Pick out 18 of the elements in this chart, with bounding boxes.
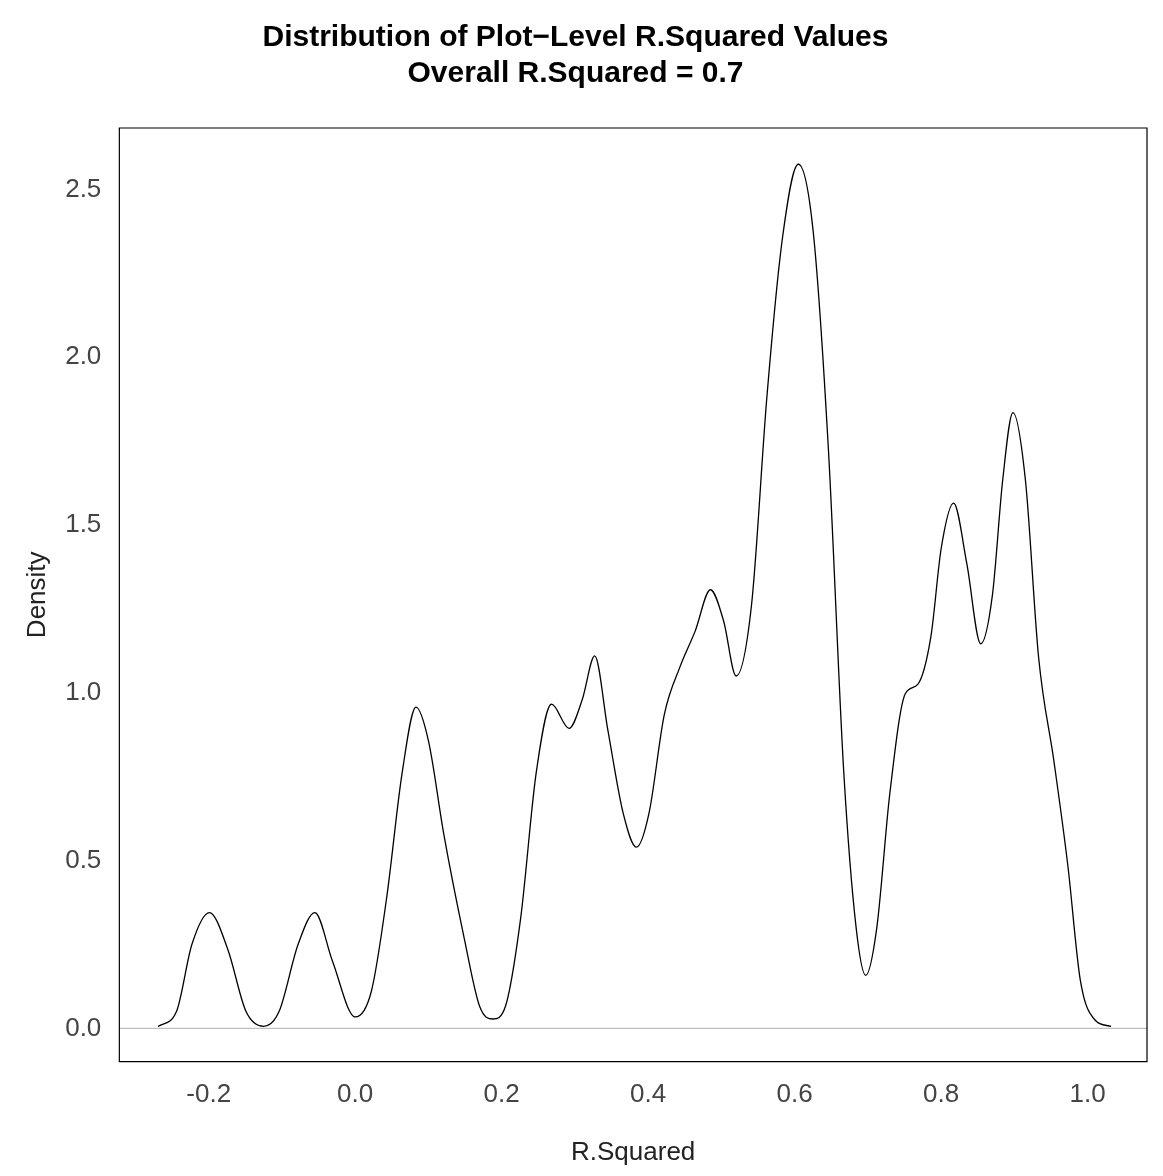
chart-title: Distribution of Plot−Level R.Squared Values — [262, 19, 889, 53]
x-axis-title: R.Squared — [571, 1135, 696, 1166]
chart-subtitle: Overall R.Squared = 0.7 — [407, 55, 744, 89]
y-tick-label: 2.0 — [65, 340, 102, 371]
x-tick-label: 0.2 — [483, 1078, 520, 1109]
y-tick-label: 0.0 — [65, 1011, 102, 1042]
x-tick-label: 1.0 — [1069, 1078, 1106, 1109]
y-tick-label: 1.5 — [65, 508, 102, 539]
x-tick-label: 0.4 — [630, 1078, 667, 1109]
y-tick-label: 1.0 — [65, 675, 102, 706]
y-axis-title: Density — [20, 551, 51, 639]
y-tick-label: 2.5 — [65, 172, 102, 203]
x-tick-label: 0.0 — [337, 1078, 374, 1109]
line-series — [157, 163, 1112, 1028]
y-tick-label: 0.5 — [65, 843, 102, 874]
x-tick-label: 0.8 — [923, 1078, 960, 1109]
x-tick-label: 0.6 — [776, 1078, 813, 1109]
x-tick-label: -0.2 — [186, 1078, 232, 1109]
